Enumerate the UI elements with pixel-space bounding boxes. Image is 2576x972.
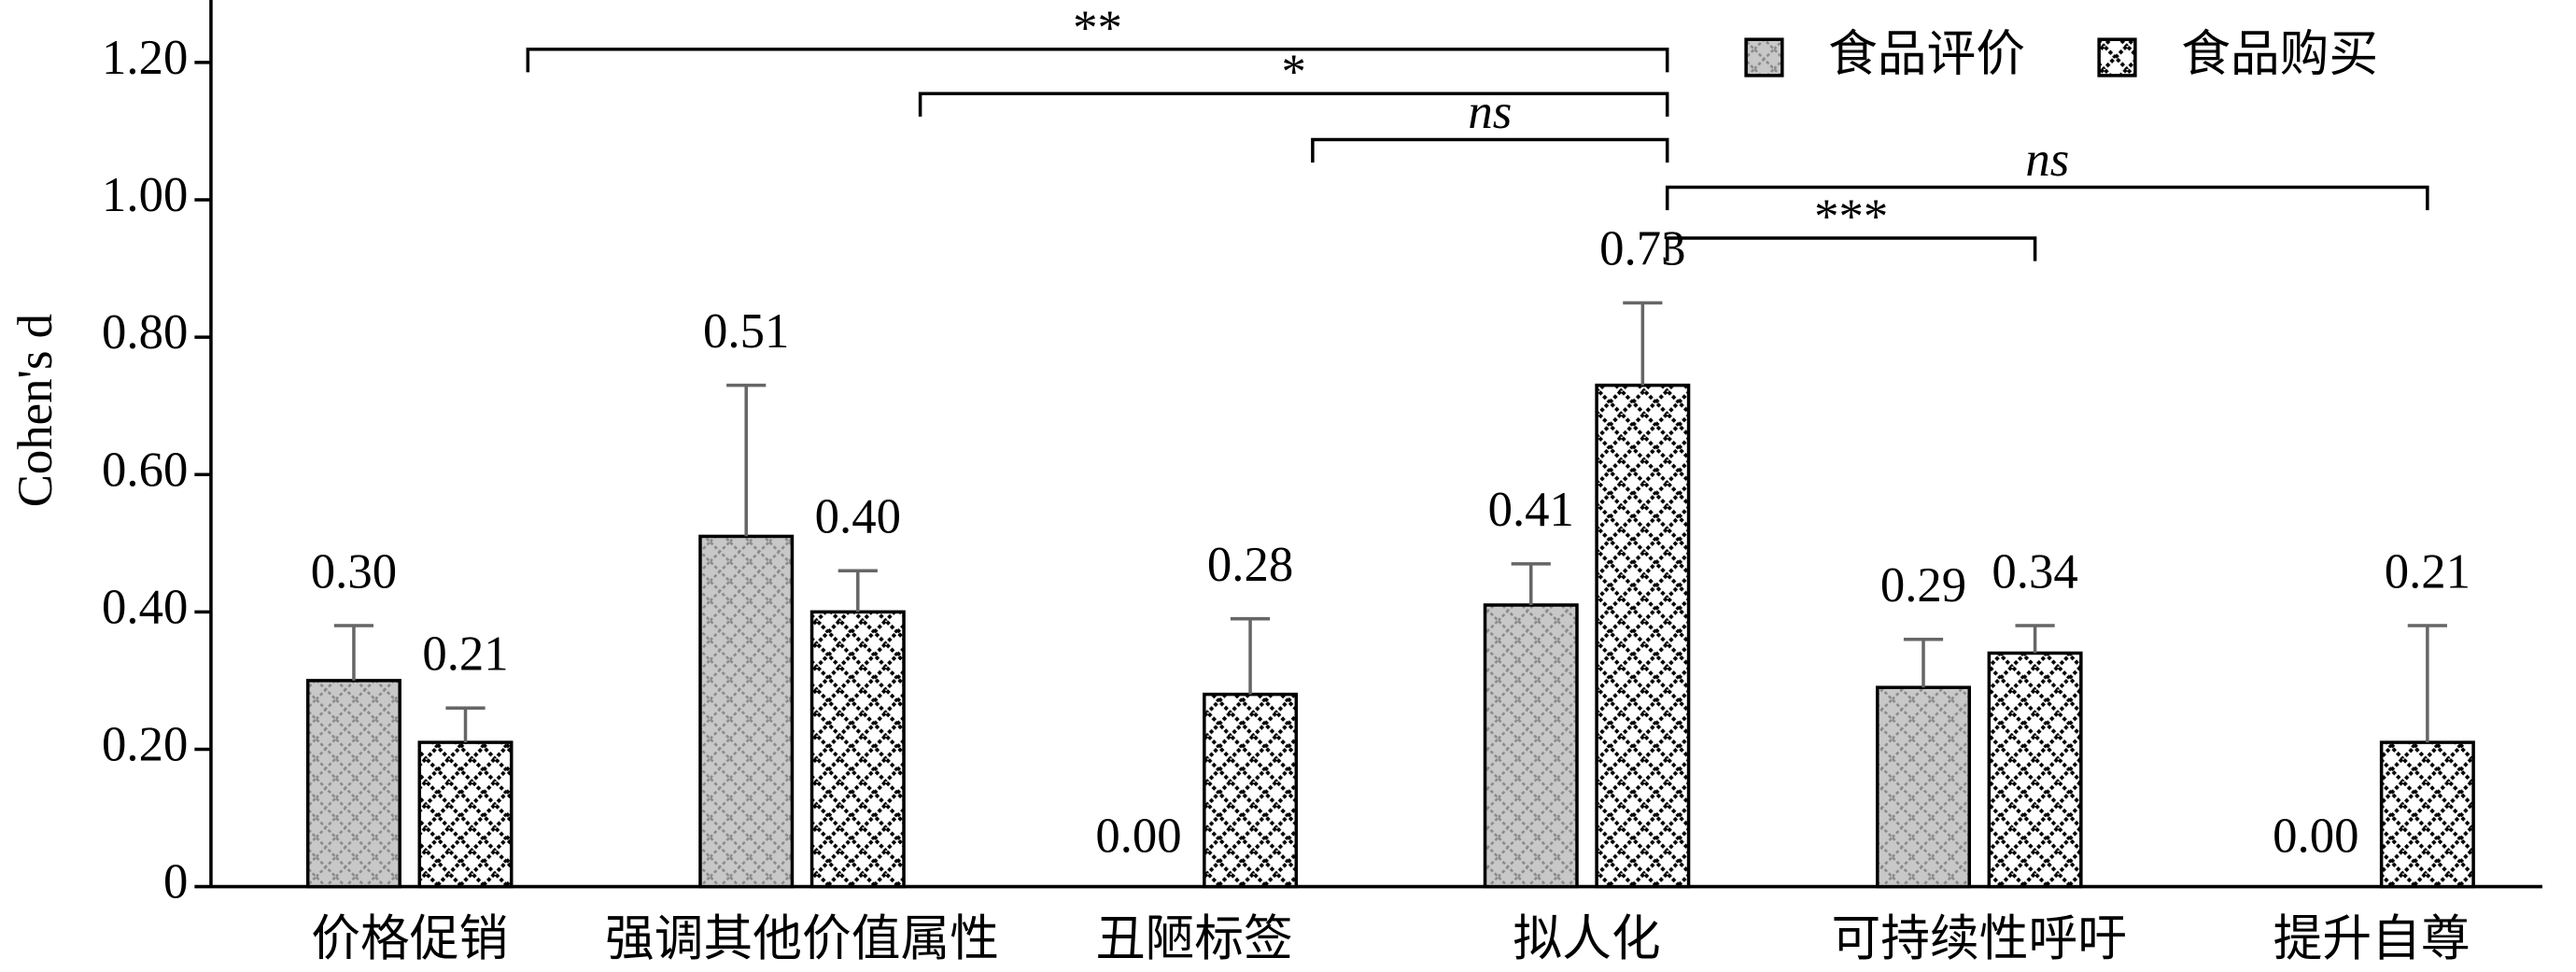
y-tick-label: 1.20 [102,31,188,85]
bar [809,610,906,889]
significance-bracket [526,47,1669,73]
significance-bracket [918,92,1669,117]
legend-swatch [2097,37,2137,77]
y-tick-label: 0.40 [102,580,188,634]
significance-label: *** [1814,190,1888,244]
value-label: 0.29 [1880,558,1966,613]
significance-bracket [1665,236,2037,261]
bar [1987,651,2083,889]
value-label: 0.51 [703,304,789,359]
bar [2379,740,2475,889]
legend-label: 食品评价 [1828,27,2025,81]
error-bar [1623,301,1663,386]
value-label: 0.21 [2385,544,2470,599]
value-label: 0.30 [311,544,397,599]
x-tick-label: 强调其他价值属性 [605,912,999,966]
y-tick-label: 0.60 [102,443,188,497]
legend-label: 食品购买 [2181,27,2378,81]
y-tick-label: 0.80 [102,305,188,359]
y-tick-label: 1.00 [102,168,188,222]
error-bar [726,383,767,537]
value-label: 0.21 [422,627,508,682]
value-label: 0.40 [815,490,901,544]
value-label: 0.73 [1599,222,1685,276]
significance-bracket [1665,185,2429,211]
error-bar [1511,562,1551,605]
bar [698,534,795,889]
legend-swatch [1744,37,1784,77]
value-label: 0.00 [1095,809,1181,863]
error-bar [445,706,486,743]
y-axis-label: Cohen's d [8,314,63,507]
value-label: 0.00 [2273,809,2358,863]
y-tick-label: 0 [163,855,188,909]
value-label: 0.41 [1488,483,1574,537]
significance-bracket [1311,137,1669,163]
bar [305,679,401,889]
error-bar [1230,616,1271,695]
error-bar [838,569,878,613]
bar [417,740,514,889]
bar [1876,685,1972,889]
significance-label: ** [1073,1,1122,55]
error-bar [2015,624,2055,654]
x-tick-label: 拟人化 [1513,912,1660,966]
x-tick-label: 丑陋标签 [1096,912,1293,966]
value-label: 0.28 [1207,538,1293,592]
bar [1203,692,1299,889]
x-tick-label: 价格促销 [311,912,508,966]
bar [1483,603,1579,889]
error-bar [333,624,374,681]
error-bar [1903,638,1944,688]
error-bar [2407,624,2447,743]
x-tick-label: 提升自尊 [2273,912,2470,966]
x-tick-label: 可持续性呼吁 [1832,912,2128,966]
bar [1595,383,1691,889]
significance-label: * [1281,46,1305,100]
y-tick-label: 0.20 [102,718,188,772]
significance-label: ns [1468,85,1512,139]
significance-label: ns [2025,133,2069,187]
value-label: 0.34 [1992,544,2077,599]
